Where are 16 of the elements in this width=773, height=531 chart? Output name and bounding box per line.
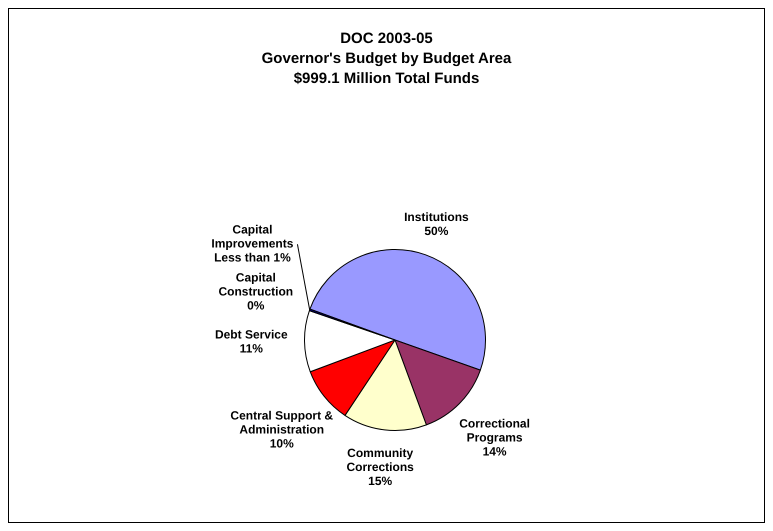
slice-label: Institutions <box>404 210 470 224</box>
slice-label: Correctional Programs <box>459 416 530 444</box>
category-label: Capital Construction <box>218 270 294 299</box>
chart-title: DOC 2003-05 Governor's Budget by Budget Area <box>262 30 512 68</box>
chart-subtitle: $999.1 Million Total Funds <box>294 70 480 88</box>
data-label: 15% <box>368 474 392 488</box>
data-label: 50% <box>424 224 449 238</box>
text: 0% <box>247 298 264 313</box>
slice-label: Debt Service <box>214 327 288 342</box>
data-label: Less than 1% <box>214 250 292 265</box>
slice-label: Central Support & Administration <box>230 408 334 436</box>
slice-label: Community Corrections <box>346 446 414 474</box>
slice-label: Capital Improvements <box>211 222 294 251</box>
data-label: 14% <box>482 444 507 458</box>
data-label: 10% <box>270 436 294 450</box>
data-label: 11% <box>240 341 264 356</box>
